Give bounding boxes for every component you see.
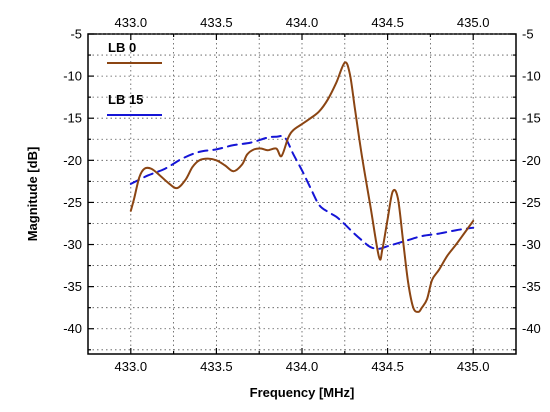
x-tick-label-top: 434.0 bbox=[286, 15, 319, 30]
series-layer bbox=[129, 61, 475, 313]
y-tick-label-right: -10 bbox=[522, 69, 541, 84]
x-tick-label: 434.0 bbox=[286, 359, 319, 374]
y-tick-label: -15 bbox=[63, 111, 82, 126]
x-tick-label-top: 434.5 bbox=[371, 15, 404, 30]
series-line-lb-0 bbox=[129, 61, 475, 313]
x-tick-label: 434.5 bbox=[371, 359, 404, 374]
y-tick-label: -5 bbox=[70, 27, 82, 42]
y-tick-label: -25 bbox=[63, 195, 82, 210]
y-tick-label-right: -35 bbox=[522, 279, 541, 294]
y-tick-label-right: -20 bbox=[522, 153, 541, 168]
y-tick-label: -20 bbox=[63, 153, 82, 168]
y-tick-label-right: -40 bbox=[522, 321, 541, 336]
y-axis-title: Magnitude [dB] bbox=[25, 147, 40, 242]
y-tick-label: -40 bbox=[63, 321, 82, 336]
legend: LB 0 LB 15 bbox=[107, 40, 162, 116]
x-tick-label-top: 435.0 bbox=[457, 15, 490, 30]
x-tick-label: 433.5 bbox=[200, 359, 233, 374]
x-tick-label: 433.0 bbox=[115, 359, 148, 374]
y-tick-label: -10 bbox=[63, 69, 82, 84]
x-tick-label-top: 433.0 bbox=[115, 15, 148, 30]
grid-layer bbox=[88, 33, 516, 354]
y-tick-label: -30 bbox=[63, 237, 82, 252]
plot-frame bbox=[87, 33, 517, 355]
legend-label-lb-0: LB 0 bbox=[108, 40, 136, 55]
legend-label-lb-15: LB 15 bbox=[108, 92, 143, 107]
series-line-lb-15 bbox=[129, 135, 475, 250]
y-tick-label-right: -5 bbox=[522, 27, 534, 42]
y-tick-label-right: -25 bbox=[522, 195, 541, 210]
x-tick-label: 435.0 bbox=[457, 359, 490, 374]
y-tick-label-right: -15 bbox=[522, 111, 541, 126]
x-tick-label-top: 433.5 bbox=[200, 15, 233, 30]
x-axis-title: Frequency [MHz] bbox=[250, 385, 355, 400]
tick-layer: 433.0 433.0 433.5 433.5 434.0 434.0 434.5 434.5… bbox=[63, 15, 541, 374]
y-tick-label: -35 bbox=[63, 279, 82, 294]
y-tick-label-right: -30 bbox=[522, 237, 541, 252]
